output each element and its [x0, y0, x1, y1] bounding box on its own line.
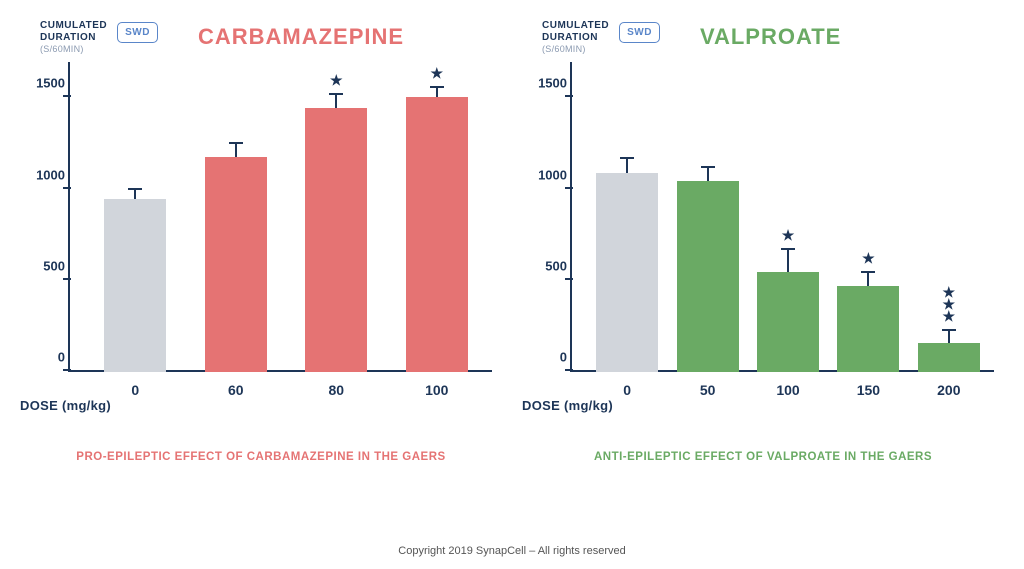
- y-tick-mark: [63, 187, 71, 189]
- error-cap: [620, 157, 634, 159]
- bar: [205, 157, 267, 372]
- y-axis-label-block: CUMULATED DURATION (S/60MIN): [40, 20, 107, 54]
- y-tick-label: 1000: [25, 167, 65, 182]
- bar: [305, 108, 367, 372]
- bar: [918, 343, 980, 372]
- bars-valp: ★★★ ★ ★: [582, 62, 994, 372]
- bar-group: [85, 199, 186, 372]
- error-cap: [329, 93, 343, 95]
- x-tick-label: 60: [186, 382, 287, 398]
- chart-area-carb: ★★ 06080100 050010001500: [80, 62, 492, 392]
- y-axis-label-1: CUMULATED: [542, 20, 609, 32]
- bar-group: [587, 173, 667, 372]
- caption-carb: PRO-EPILEPTIC EFFECT OF CARBAMAZEPINE IN…: [20, 451, 502, 463]
- y-tick-mark: [63, 95, 71, 97]
- swd-badge: SWD: [619, 22, 660, 43]
- drug-title-carb: CARBAMAZEPINE: [198, 24, 404, 50]
- error-cap: [229, 142, 243, 144]
- bar: [677, 181, 739, 372]
- error-bar: [134, 188, 136, 199]
- panel-valproate: CUMULATED DURATION (S/60MIN) SWD VALPROA…: [522, 20, 1004, 463]
- y-tick-label: 0: [527, 350, 567, 365]
- significance-star-icon: ★ ★ ★: [943, 287, 956, 323]
- y-axis-label-2: DURATION: [542, 32, 609, 44]
- caption-valp: ANTI-EPILEPTIC EFFECT OF VALPROATE IN TH…: [522, 451, 1004, 463]
- x-tick-label: 0: [587, 382, 667, 398]
- x-tick-label: 50: [667, 382, 747, 398]
- error-bar: [787, 248, 789, 272]
- y-tick-label: 1500: [527, 76, 567, 91]
- bar-group: [667, 181, 747, 372]
- panel-header: CUMULATED DURATION (S/60MIN) SWD CARBAMA…: [20, 20, 502, 54]
- y-axis-line: [68, 62, 70, 372]
- y-axis-label-1: CUMULATED: [40, 20, 107, 32]
- error-cap: [861, 271, 875, 273]
- y-tick-label: 500: [527, 258, 567, 273]
- bar: [837, 286, 899, 372]
- error-bar: [707, 166, 709, 181]
- y-tick-label: 500: [25, 258, 65, 273]
- error-bar: [626, 157, 628, 173]
- y-tick-mark: [63, 369, 71, 371]
- x-labels-carb: 06080100: [80, 382, 492, 398]
- bar: [406, 97, 468, 372]
- bar-group: ★: [748, 272, 828, 372]
- error-cap: [701, 166, 715, 168]
- dose-label-carb: DOSE (mg/kg): [20, 398, 502, 413]
- y-axis-label-2: DURATION: [40, 32, 107, 44]
- x-tick-label: 0: [85, 382, 186, 398]
- y-axis-sublabel: (S/60MIN): [542, 44, 609, 54]
- y-tick-label: 0: [25, 350, 65, 365]
- bars-carb: ★★: [80, 62, 492, 372]
- error-cap: [781, 248, 795, 250]
- bar: [104, 199, 166, 372]
- x-tick-label: 150: [828, 382, 908, 398]
- error-bar: [867, 271, 869, 287]
- y-tick-label: 1000: [527, 167, 567, 182]
- y-tick-mark: [63, 278, 71, 280]
- bar: [757, 272, 819, 372]
- panel-header: CUMULATED DURATION (S/60MIN) SWD VALPROA…: [522, 20, 1004, 54]
- x-tick-label: 200: [909, 382, 989, 398]
- bar-group: ★ ★ ★: [909, 343, 989, 372]
- x-tick-label: 100: [748, 382, 828, 398]
- significance-star-icon: ★: [330, 75, 343, 87]
- bar-group: ★: [387, 97, 488, 372]
- error-bar: [335, 93, 337, 108]
- dose-label-valp: DOSE (mg/kg): [522, 398, 1004, 413]
- y-tick-label: 1500: [25, 76, 65, 91]
- y-axis-sublabel: (S/60MIN): [40, 44, 107, 54]
- drug-title-valp: VALPROATE: [700, 24, 841, 50]
- bar-group: ★: [828, 286, 908, 372]
- significance-star-icon: ★: [782, 230, 795, 242]
- footer-copyright: Copyright 2019 SynapCell – All rights re…: [0, 545, 1024, 557]
- y-tick-mark: [565, 187, 573, 189]
- panel-carbamazepine: CUMULATED DURATION (S/60MIN) SWD CARBAMA…: [20, 20, 502, 463]
- error-bar: [948, 329, 950, 343]
- significance-star-icon: ★: [430, 68, 443, 80]
- y-tick-mark: [565, 369, 573, 371]
- x-tick-label: 80: [286, 382, 387, 398]
- bar: [596, 173, 658, 372]
- swd-badge: SWD: [117, 22, 158, 43]
- error-bar: [436, 86, 438, 97]
- error-cap: [430, 86, 444, 88]
- x-labels-valp: 050100150200: [582, 382, 994, 398]
- bar-group: ★: [286, 108, 387, 372]
- error-cap: [942, 329, 956, 331]
- y-axis-label-block: CUMULATED DURATION (S/60MIN): [542, 20, 609, 54]
- chart-area-valp: ★★★ ★ ★ 050100150200 050010001500: [582, 62, 994, 392]
- y-tick-mark: [565, 278, 573, 280]
- y-tick-mark: [565, 95, 573, 97]
- significance-star-icon: ★: [862, 253, 875, 265]
- chart-container: CUMULATED DURATION (S/60MIN) SWD CARBAMA…: [0, 0, 1024, 463]
- y-axis-line: [570, 62, 572, 372]
- error-cap: [128, 188, 142, 190]
- error-bar: [235, 142, 237, 157]
- x-tick-label: 100: [387, 382, 488, 398]
- bar-group: [186, 157, 287, 372]
